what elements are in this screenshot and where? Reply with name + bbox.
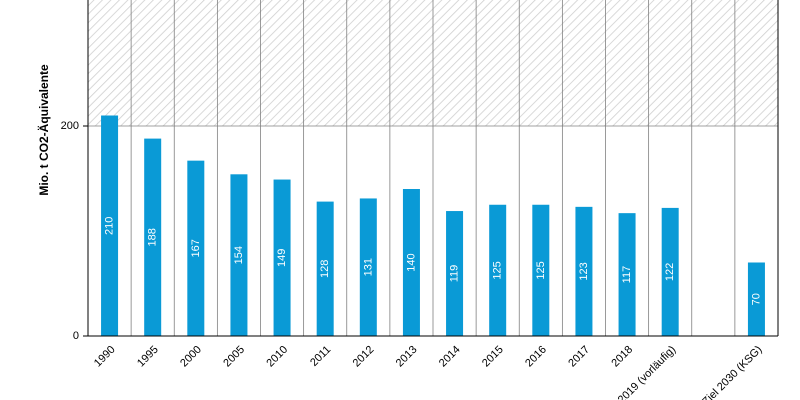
bar — [273, 179, 291, 336]
bar — [402, 189, 420, 336]
bar-value-label: 140 — [405, 253, 417, 271]
bar — [316, 201, 334, 336]
y-tick-label: 0 — [73, 330, 79, 342]
bar-value-label: 122 — [664, 263, 676, 281]
x-tick-label: Ziel 2030 (KSG) — [700, 344, 764, 400]
x-tick-labels: 1990 1995 2000 2005 2010 2011 2012 2013 2014 2015… — [92, 344, 765, 400]
bar — [618, 213, 636, 336]
x-tick-label: 2012 — [351, 344, 377, 370]
x-tick-label: 2017 — [566, 344, 592, 370]
bar-value-label: 125 — [535, 261, 547, 279]
bar — [661, 207, 679, 336]
bar-value-label: 188 — [147, 228, 159, 246]
bar-value-label: 119 — [449, 265, 461, 283]
x-tick-label: 2015 — [480, 344, 506, 370]
bar-value-label: 117 — [621, 266, 633, 284]
x-tick-label: 2014 — [437, 344, 463, 370]
x-tick-label: 2011 — [308, 344, 333, 369]
x-tick-label: 2010 — [264, 344, 290, 370]
bar-value-label: 154 — [233, 246, 245, 264]
bar — [747, 262, 765, 336]
bar — [187, 160, 205, 336]
axes — [83, 0, 779, 337]
bar — [144, 138, 162, 336]
bar — [446, 211, 464, 336]
bar-value-label: 149 — [276, 249, 288, 267]
bar-value-label: 123 — [578, 262, 590, 280]
bar — [532, 204, 550, 336]
bar — [359, 198, 377, 336]
y-tick-labels: 0 200 — [61, 120, 79, 342]
bar-value-label: 125 — [492, 261, 504, 279]
bar-value-label: 131 — [362, 258, 374, 276]
x-tick-label: 1995 — [135, 344, 161, 370]
bar — [575, 206, 593, 336]
y-tick-label: 200 — [61, 120, 79, 132]
x-tick-label: 2018 — [609, 344, 635, 370]
bar-value-label: 128 — [319, 260, 331, 278]
x-tick-label: 2016 — [523, 344, 549, 370]
x-tick-label: 2000 — [178, 344, 204, 370]
bars — [101, 115, 765, 336]
bar — [101, 115, 119, 336]
bar-value-label: 70 — [750, 293, 762, 305]
bar-value-labels: 210 188 167 154 149 128 131 140 119 125 125 123 117 1… — [104, 217, 763, 306]
bar — [489, 204, 507, 336]
x-tick-label: 1990 — [92, 344, 118, 370]
x-tick-label: 2013 — [394, 344, 420, 370]
bar-value-label: 210 — [104, 217, 116, 235]
bar — [230, 174, 248, 336]
x-tick-label: 2005 — [221, 344, 247, 370]
y-axis-title: Mio. t CO2-Äquivalente — [36, 64, 51, 196]
bar-value-label: 167 — [190, 239, 202, 257]
